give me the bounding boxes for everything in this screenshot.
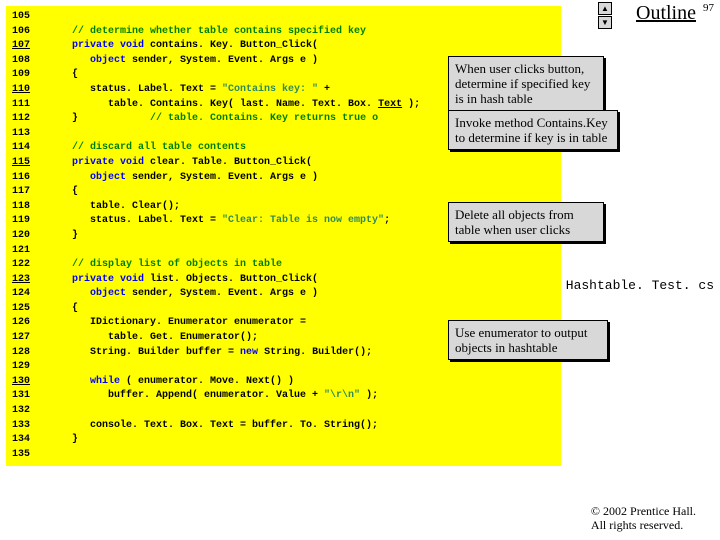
line-number: 109: [12, 68, 34, 83]
scroll-up-button[interactable]: ▲: [598, 2, 612, 15]
code-line: private void clear. Table. Button_Click(: [36, 156, 561, 171]
line-number: 121: [12, 244, 34, 259]
line-number: 108: [12, 54, 34, 69]
line-number-gutter: 1051061071081091101111121131141151161171…: [6, 6, 36, 466]
line-number: 114: [12, 141, 34, 156]
code-line: private void contains. Key. Button_Click…: [36, 39, 561, 54]
code-line: object sender, System. Event. Args e ): [36, 171, 561, 186]
line-number: 120: [12, 229, 34, 244]
code-line: object sender, System. Event. Args e ): [36, 287, 561, 302]
callout-click-determine: When user clicks button, determine if sp…: [448, 56, 604, 111]
callout-enumerator: Use enumerator to output objects in hash…: [448, 320, 608, 360]
copyright: © 2002 Prentice Hall. All rights reserve…: [591, 504, 696, 532]
filename-label: Hashtable. Test. cs: [566, 278, 714, 293]
line-number: 127: [12, 331, 34, 346]
line-number: 118: [12, 200, 34, 215]
copyright-line1: © 2002 Prentice Hall.: [591, 504, 696, 518]
copyright-line2: All rights reserved.: [591, 518, 696, 532]
line-number: 130: [12, 375, 34, 390]
code-line: while ( enumerator. Move. Next() ): [36, 375, 561, 390]
line-number: 128: [12, 346, 34, 361]
line-number: 129: [12, 360, 34, 375]
code-line: }: [36, 433, 561, 448]
line-number: 111: [12, 98, 34, 113]
code-line: [36, 448, 561, 463]
code-line: console. Text. Box. Text = buffer. To. S…: [36, 419, 561, 434]
line-number: 113: [12, 127, 34, 142]
line-number: 125: [12, 302, 34, 317]
code-line: [36, 404, 561, 419]
line-number: 116: [12, 171, 34, 186]
line-number: 119: [12, 214, 34, 229]
line-number: 105: [12, 10, 34, 25]
line-number: 134: [12, 433, 34, 448]
code-line: private void list. Objects. Button_Click…: [36, 273, 561, 288]
code-line: [36, 10, 561, 25]
code-line: {: [36, 185, 561, 200]
code-line: // determine whether table contains spec…: [36, 25, 561, 40]
line-number: 122: [12, 258, 34, 273]
scroll-down-button[interactable]: ▼: [598, 16, 612, 29]
line-number: 112: [12, 112, 34, 127]
line-number: 106: [12, 25, 34, 40]
line-number: 117: [12, 185, 34, 200]
page-number: 97: [703, 2, 714, 14]
code-line: // display list of objects in table: [36, 258, 561, 273]
line-number: 124: [12, 287, 34, 302]
line-number: 132: [12, 404, 34, 419]
line-number: 107: [12, 39, 34, 54]
outline-heading: Outline: [636, 2, 696, 25]
code-line: [36, 244, 561, 259]
line-number: 135: [12, 448, 34, 463]
line-number: 131: [12, 389, 34, 404]
callout-containskey: Invoke method Contains.Key to determine …: [448, 110, 618, 150]
line-number: 123: [12, 273, 34, 288]
code-line: buffer. Append( enumerator. Value + "\r\…: [36, 389, 561, 404]
line-number: 115: [12, 156, 34, 171]
code-line: {: [36, 302, 561, 317]
line-number: 133: [12, 419, 34, 434]
code-line: [36, 360, 561, 375]
line-number: 110: [12, 83, 34, 98]
callout-delete-all: Delete all objects from table when user …: [448, 202, 604, 242]
line-number: 126: [12, 316, 34, 331]
